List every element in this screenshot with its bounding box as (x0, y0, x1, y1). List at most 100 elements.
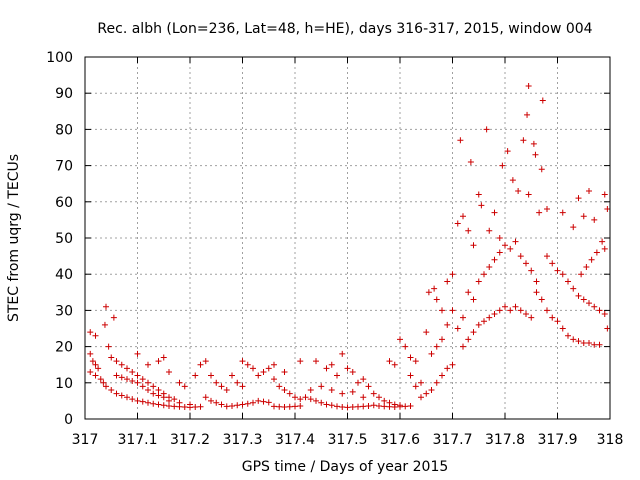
data-point (604, 325, 611, 332)
data-point (465, 289, 472, 296)
data-point (286, 390, 293, 397)
data-point (118, 374, 125, 381)
data-point (386, 403, 393, 410)
data-point (507, 245, 514, 252)
data-point (160, 354, 167, 361)
x-tick-label: 317.2 (170, 432, 210, 448)
x-tick-label: 317.7 (432, 432, 472, 448)
data-point (601, 245, 608, 252)
data-point (586, 300, 592, 307)
data-point (197, 403, 204, 410)
data-point (418, 379, 424, 386)
data-point (530, 140, 537, 147)
data-point (449, 271, 456, 278)
data-point (181, 383, 188, 390)
y-tick-label: 100 (46, 50, 73, 66)
data-point (166, 368, 172, 375)
data-point (596, 307, 603, 314)
data-point (486, 263, 493, 270)
data-point (334, 403, 340, 410)
data-point (150, 383, 157, 390)
data-point (271, 376, 277, 383)
data-point (559, 209, 566, 216)
data-point (402, 403, 409, 410)
data-point (171, 403, 178, 410)
data-point (100, 379, 107, 386)
data-point (255, 372, 262, 379)
x-tick-label: 317.6 (380, 432, 420, 448)
x-tick-label: 317.5 (327, 432, 367, 448)
data-point (187, 401, 193, 408)
data-point (87, 329, 94, 336)
data-point (470, 296, 477, 303)
data-point (323, 365, 330, 372)
data-point (481, 271, 487, 278)
data-point (155, 387, 162, 394)
data-point (467, 158, 474, 165)
data-point (386, 358, 393, 365)
y-tick-label: 50 (55, 231, 73, 247)
data-point (176, 379, 183, 386)
data-point (515, 187, 522, 194)
data-point (525, 82, 532, 89)
data-point (523, 260, 529, 267)
y-tick-label: 40 (55, 267, 73, 283)
data-point (271, 403, 277, 410)
data-point (87, 350, 94, 357)
data-point (150, 390, 157, 397)
data-point (318, 383, 325, 390)
data-point (134, 350, 141, 357)
data-point (433, 296, 440, 303)
data-point (208, 397, 214, 404)
y-tick-label: 20 (55, 340, 73, 356)
data-point (370, 402, 377, 409)
data-point (565, 278, 571, 285)
chart-title: Rec. albh (Lon=236, Lat=48, h=HE), days … (97, 21, 592, 37)
data-point (444, 365, 451, 372)
x-tick-labels: 317 317.1 317.2 317.3 317.4 317.5 317.6 317.7 31… (72, 432, 624, 448)
y-tick-label: 0 (64, 412, 73, 428)
data-point (339, 350, 346, 357)
data-point (255, 397, 262, 404)
data-point (454, 325, 461, 332)
data-point (265, 399, 272, 406)
data-point (339, 404, 346, 411)
data-point (544, 206, 550, 213)
data-point (559, 325, 566, 332)
data-point (397, 403, 403, 410)
x-tick-label: 317.8 (485, 432, 525, 448)
data-point (89, 358, 96, 365)
data-point (218, 401, 225, 408)
data-point (502, 303, 508, 310)
data-point (297, 396, 304, 403)
data-point (171, 396, 178, 403)
data-point (407, 354, 414, 361)
data-point (402, 343, 409, 350)
data-point (475, 191, 482, 198)
data-point (344, 365, 351, 372)
data-point (433, 343, 440, 350)
data-point (155, 358, 162, 365)
data-point (507, 307, 514, 314)
data-point (192, 404, 199, 411)
y-tick-label: 70 (55, 159, 73, 175)
data-point (549, 260, 556, 267)
data-point (292, 403, 298, 410)
data-point (239, 383, 246, 390)
x-tick-label: 317.4 (275, 432, 315, 448)
data-point (559, 271, 566, 278)
data-point (478, 202, 485, 209)
data-point (124, 376, 130, 383)
data-point (108, 387, 115, 394)
data-point (533, 278, 540, 285)
data-point (470, 329, 477, 336)
data-point (103, 303, 109, 310)
data-point (523, 311, 529, 318)
data-point (145, 379, 151, 386)
data-point (355, 403, 361, 410)
data-point (465, 227, 472, 234)
data-point (544, 307, 550, 314)
y-tick-label: 10 (55, 376, 73, 392)
data-point (538, 166, 545, 173)
